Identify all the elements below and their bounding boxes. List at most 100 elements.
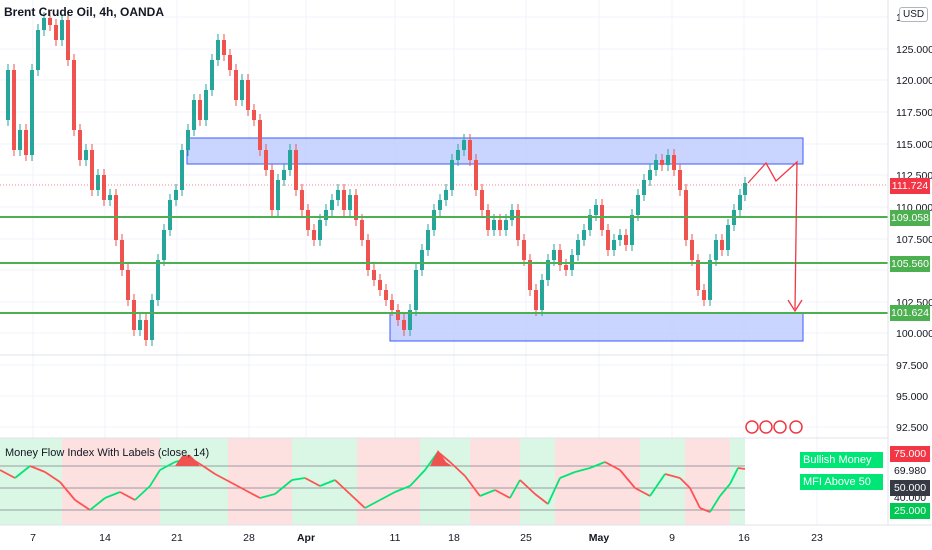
candle-body bbox=[12, 70, 16, 150]
mfi-above-50-label: MFI Above 50 bbox=[800, 474, 883, 490]
candle-body bbox=[30, 70, 34, 155]
mfi-segment bbox=[119, 491, 136, 501]
price-tick: 107.500 bbox=[896, 234, 932, 246]
candle-body bbox=[6, 70, 10, 120]
candle-body bbox=[198, 100, 202, 120]
mfi-segment bbox=[291, 477, 306, 481]
candle-body bbox=[630, 215, 634, 245]
time-tick: 16 bbox=[738, 532, 750, 544]
flag-icon[interactable] bbox=[789, 420, 803, 434]
price-tick: 125.000 bbox=[896, 44, 932, 56]
candle-body bbox=[78, 130, 82, 160]
mfi-band bbox=[228, 438, 292, 525]
flag-icon[interactable] bbox=[745, 420, 759, 434]
mfi-band bbox=[292, 438, 357, 525]
candle-body bbox=[180, 150, 184, 190]
level-lower-tag: 101.624 bbox=[890, 305, 930, 321]
candle-body bbox=[306, 210, 310, 230]
candle-body bbox=[582, 230, 586, 240]
candle-body bbox=[138, 320, 142, 330]
candle-body bbox=[258, 120, 262, 150]
candle-body bbox=[18, 130, 22, 150]
candle-body bbox=[708, 260, 712, 300]
candle-body bbox=[396, 310, 400, 320]
mfi-band bbox=[730, 438, 745, 525]
candle-body bbox=[36, 30, 40, 70]
candle-body bbox=[120, 240, 124, 270]
candle-body bbox=[624, 235, 628, 245]
candle-body bbox=[636, 195, 640, 215]
mfi-band bbox=[420, 438, 470, 525]
candle-body bbox=[162, 230, 166, 260]
event-flags[interactable] bbox=[745, 420, 803, 434]
candle-body bbox=[240, 80, 244, 100]
candle-body bbox=[540, 280, 544, 310]
time-axis[interactable]: 7 14 21 28 Apr 11 18 25 May 9 16 23 bbox=[30, 532, 823, 544]
candle-body bbox=[660, 160, 664, 165]
flag-icon[interactable] bbox=[773, 420, 787, 434]
candle-body bbox=[552, 250, 556, 260]
projection-path[interactable] bbox=[747, 160, 798, 310]
mfi-segment bbox=[547, 477, 561, 505]
candle-body bbox=[450, 160, 454, 190]
mfi-segment bbox=[737, 467, 746, 470]
mfi-overbought-fill bbox=[430, 450, 452, 466]
mfi-segment bbox=[214, 473, 231, 483]
mfi-segment bbox=[589, 461, 606, 469]
candle-body bbox=[282, 170, 286, 180]
candle-body bbox=[84, 150, 88, 160]
indicator-title[interactable]: Money Flow Index With Labels (close, 14) bbox=[5, 447, 210, 459]
mfi-segment bbox=[574, 467, 591, 473]
mfi-overbought-fill bbox=[175, 455, 200, 466]
candle-body bbox=[738, 195, 742, 210]
candle-body bbox=[312, 230, 316, 240]
price-tick: 95.000 bbox=[896, 391, 928, 403]
candle-body bbox=[432, 210, 436, 230]
time-tick: 28 bbox=[243, 532, 255, 544]
candle-body bbox=[330, 200, 334, 210]
candle-body bbox=[714, 240, 718, 260]
candle-body bbox=[678, 170, 682, 190]
flag-icon[interactable] bbox=[759, 420, 773, 434]
resistance-zone[interactable] bbox=[186, 137, 804, 165]
candle-body bbox=[546, 260, 550, 280]
candle-body bbox=[576, 240, 580, 255]
candle-body bbox=[486, 210, 490, 230]
time-tick: 7 bbox=[30, 532, 36, 544]
currency-button[interactable]: USD bbox=[899, 7, 929, 22]
current-price-tag: 111.724 bbox=[890, 178, 930, 194]
price-tick: 100.000 bbox=[896, 328, 932, 340]
mfi-segment bbox=[464, 475, 481, 497]
mfi-segment bbox=[479, 489, 496, 497]
candle-body bbox=[564, 265, 568, 270]
candle-body bbox=[456, 150, 460, 160]
candle-body bbox=[462, 140, 466, 150]
candle-body bbox=[390, 300, 394, 310]
mfi-segment bbox=[304, 477, 321, 487]
candle-body bbox=[654, 160, 658, 170]
candle-body bbox=[606, 230, 610, 250]
time-tick: 9 bbox=[669, 532, 675, 544]
candle-body bbox=[588, 215, 592, 230]
candlesticks bbox=[6, 12, 747, 346]
mfi-segment bbox=[664, 473, 681, 479]
candle-body bbox=[354, 195, 358, 220]
candle-body bbox=[558, 250, 562, 265]
candle-body bbox=[726, 225, 730, 250]
candle-body bbox=[402, 320, 406, 330]
time-tick: 11 bbox=[390, 532, 401, 544]
mfi-band bbox=[470, 438, 520, 525]
mfi-segment bbox=[619, 469, 636, 489]
mfi-50-tag: 50.000 bbox=[890, 480, 930, 496]
price-tick: 115.000 bbox=[896, 139, 932, 151]
mfi-segment bbox=[409, 469, 426, 487]
candle-body bbox=[510, 210, 514, 220]
support-zone[interactable] bbox=[389, 312, 804, 342]
mfi-segment bbox=[379, 491, 396, 501]
candle-body bbox=[66, 20, 70, 60]
candle-body bbox=[222, 40, 226, 55]
candle-body bbox=[438, 200, 442, 210]
candle-body bbox=[426, 230, 430, 250]
level-upper-tag: 109.058 bbox=[890, 210, 930, 226]
